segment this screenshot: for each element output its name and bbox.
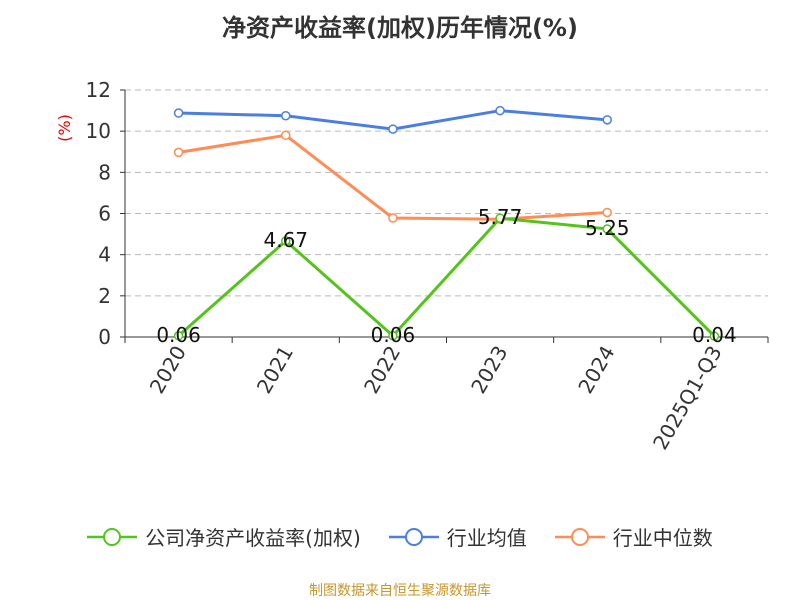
- x-tick-label: 2020: [145, 342, 191, 398]
- data-point: [602, 207, 612, 218]
- series-line: [178, 133, 608, 221]
- legend: 公司净资产收益率(加权) 行业均值 行业中位数: [0, 522, 800, 551]
- data-point: [495, 213, 505, 223]
- data-point: [173, 147, 184, 158]
- legend-item[interactable]: 公司净资产收益率(加权): [87, 522, 361, 551]
- legend-label: 行业均值: [446, 526, 527, 550]
- x-tick-label: 2022: [359, 342, 405, 398]
- data-point: [602, 224, 612, 234]
- data-point: [281, 110, 291, 121]
- x-tick-label: 2021: [252, 342, 298, 398]
- legend-label: 公司净资产收益率(加权): [145, 526, 361, 550]
- data-point: [173, 108, 184, 118]
- series-line: [177, 216, 716, 338]
- y-tick-label: 4: [98, 243, 111, 267]
- legend-marker-icon: [388, 527, 439, 546]
- data-label: 0.04: [692, 323, 737, 347]
- chart-title: 净资产收益率(加权)历年情况(%): [222, 14, 578, 42]
- data-label: 5.77: [478, 205, 523, 229]
- legend-marker-icon: [87, 527, 138, 546]
- x-tick-label: 2025Q1-Q3: [648, 342, 727, 454]
- data-point: [281, 130, 291, 141]
- legend-label: 行业中位数: [612, 526, 713, 550]
- y-tick-label: 10: [86, 119, 111, 143]
- footer-source: 制图数据来自恒生聚源数据库: [309, 583, 491, 599]
- legend-marker-icon: [554, 527, 605, 546]
- y-axis-label: (%): [55, 114, 74, 142]
- data-label: 4.67: [263, 228, 308, 252]
- data-point: [709, 331, 720, 341]
- x-tick-label: 2024: [573, 342, 619, 398]
- legend-item[interactable]: 行业中位数: [554, 522, 713, 551]
- y-tick-label: 2: [98, 284, 111, 308]
- data-point: [388, 213, 398, 223]
- data-label: 0.06: [371, 323, 416, 347]
- data-point: [281, 236, 291, 246]
- y-tick-label: 0: [98, 325, 111, 349]
- data-point: [602, 115, 612, 125]
- y-tick-label: 6: [98, 202, 111, 226]
- data-label: 5.25: [585, 216, 630, 240]
- data-point: [388, 124, 398, 134]
- data-point: [388, 331, 398, 341]
- y-tick-label: 12: [86, 78, 111, 102]
- data-point: [173, 331, 184, 341]
- legend-item[interactable]: 行业均值: [388, 522, 527, 551]
- data-point: [495, 105, 505, 116]
- data-label: 0.06: [156, 323, 201, 347]
- y-tick-label: 8: [98, 160, 111, 184]
- x-tick-label: 2023: [466, 342, 512, 398]
